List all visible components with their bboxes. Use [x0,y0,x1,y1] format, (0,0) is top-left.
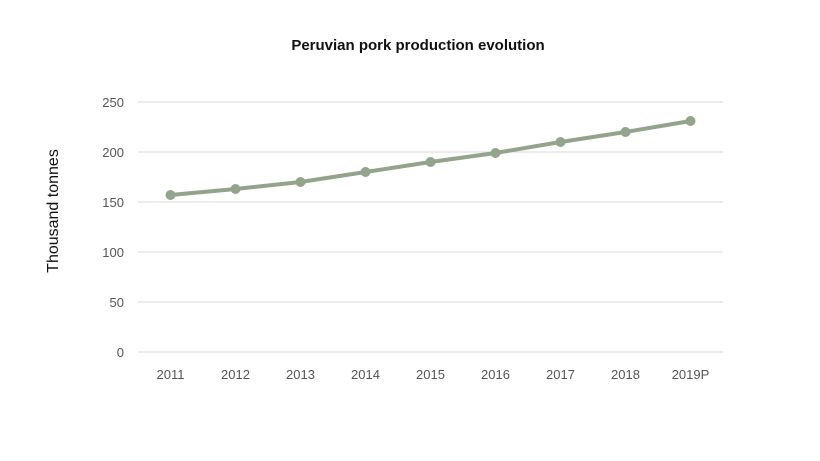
y-tick-label: 0 [117,345,124,360]
y-tick-label: 50 [110,295,124,310]
y-tick-labels: 0 50 100 150 200 250 [102,95,124,360]
y-tick-label: 200 [102,145,124,160]
data-point [555,137,566,147]
data-series [165,116,696,200]
x-tick-label: 2015 [416,367,445,382]
x-tick-label: 2019P [672,367,710,382]
y-tick-label: 250 [102,95,124,110]
data-point [165,190,176,200]
gridlines [138,101,723,353]
x-tick-label: 2018 [611,367,640,382]
x-tick-label: 2011 [157,367,185,382]
data-point [685,116,696,126]
data-point [360,167,371,177]
data-point [620,127,631,137]
y-axis-label: Thousand tonnes [45,149,62,273]
data-point [295,177,306,187]
x-tick-label: 2013 [286,367,315,382]
x-tick-label: 2017 [546,367,575,382]
data-point [490,148,501,158]
y-tick-label: 100 [102,245,124,260]
x-tick-label: 2016 [481,367,510,382]
chart-title: Peruvian pork production evolution [291,37,544,54]
x-tick-labels: 2011 2012 2013 2014 2015 2016 2017 2018 2019P [157,367,710,382]
data-point [230,184,241,194]
x-tick-label: 2014 [351,367,380,382]
x-tick-label: 2012 [221,367,250,382]
y-tick-label: 150 [102,195,124,210]
data-point [425,157,436,167]
